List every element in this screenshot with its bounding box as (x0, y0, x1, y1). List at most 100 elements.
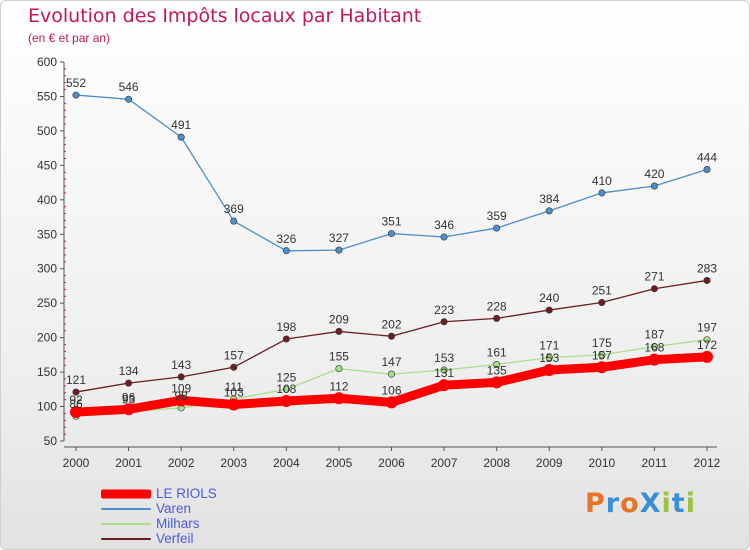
x-tick-label: 2008 (483, 456, 510, 470)
data-label: 125 (276, 370, 296, 384)
x-tick-label: 2010 (588, 456, 615, 470)
data-point (387, 370, 395, 378)
proxiti-logo: ProXiti (585, 488, 696, 519)
data-point (650, 343, 658, 351)
legend-label: Verfeil (156, 531, 194, 546)
x-tick-label: 2004 (273, 456, 300, 470)
legend-swatch (101, 507, 151, 510)
y-tick-label: 200 (37, 331, 57, 345)
data-point (440, 366, 448, 374)
data-point (493, 361, 501, 369)
data-point (595, 361, 608, 374)
data-point (282, 247, 290, 255)
data-point (280, 395, 293, 408)
data-label: 93 (122, 392, 136, 406)
data-point (703, 276, 711, 284)
data-point (490, 376, 503, 389)
data-label: 420 (644, 167, 664, 181)
y-tick-label: 300 (37, 262, 57, 276)
y-tick-label: 350 (37, 227, 57, 241)
data-label: 552 (66, 76, 86, 90)
data-point (335, 365, 343, 373)
x-tick-label: 2009 (536, 456, 563, 470)
data-label: 168 (644, 341, 664, 355)
data-label: 147 (381, 355, 401, 369)
data-point (545, 354, 553, 362)
data-label: 240 (539, 291, 559, 305)
y-tick-label: 600 (37, 55, 57, 69)
legend-swatch (101, 489, 151, 498)
data-label: 131 (434, 366, 454, 380)
data-point (650, 285, 658, 293)
data-point (493, 224, 501, 232)
data-point (177, 133, 185, 141)
data-label: 251 (592, 283, 612, 297)
data-point (493, 314, 501, 322)
data-point (72, 91, 80, 99)
data-point (125, 379, 133, 387)
data-label: 228 (487, 299, 507, 313)
data-label: 351 (381, 215, 401, 229)
data-label: 209 (329, 312, 349, 326)
data-point (177, 373, 185, 381)
data-point (543, 364, 556, 377)
legend-label: LE RIOLS (156, 486, 217, 501)
y-tick-label: 550 (37, 89, 57, 103)
x-tick-label: 2012 (694, 456, 721, 470)
data-label: 202 (381, 317, 401, 331)
data-point (703, 336, 711, 344)
data-label: 106 (381, 383, 401, 397)
data-point (230, 363, 238, 371)
data-point (282, 335, 290, 343)
data-point (598, 189, 606, 197)
data-label: 444 (697, 150, 717, 164)
data-point (701, 350, 713, 363)
x-tick-label: 2002 (168, 456, 195, 470)
logo-letter: o (620, 488, 640, 519)
y-tick-label: 400 (37, 193, 57, 207)
y-tick-label: 250 (37, 296, 57, 310)
data-point (387, 332, 395, 340)
data-label: 143 (171, 358, 191, 372)
x-tick-label: 2011 (642, 456, 668, 470)
data-label: 384 (539, 192, 559, 206)
data-label: 135 (487, 363, 507, 377)
data-label: 283 (697, 261, 717, 275)
x-tick-label: 2003 (220, 456, 247, 470)
x-tick-label: 2006 (378, 456, 405, 470)
legend-label: Milhars (156, 516, 200, 531)
x-tick-label: 2005 (326, 456, 353, 470)
y-tick-label: 450 (37, 158, 57, 172)
data-point (227, 398, 240, 411)
data-label: 175 (592, 336, 612, 350)
data-label: 157 (224, 348, 244, 362)
data-label: 223 (434, 303, 454, 317)
data-label: 153 (539, 351, 559, 365)
data-label: 369 (224, 202, 244, 216)
y-tick-label: 150 (37, 365, 57, 379)
data-label: 326 (276, 232, 296, 246)
data-point (545, 207, 553, 215)
data-label: 197 (697, 321, 717, 335)
legend-swatch (101, 537, 151, 540)
data-label: 359 (487, 209, 507, 223)
chart-subtitle: (en € et par an) (28, 31, 111, 45)
data-label: 271 (644, 270, 664, 284)
data-point (387, 230, 395, 238)
data-label: 98 (174, 389, 188, 403)
data-label: 86 (69, 397, 83, 411)
data-label: 121 (66, 373, 86, 387)
data-label: 153 (434, 351, 454, 365)
data-point (335, 246, 343, 254)
data-label: 346 (434, 218, 454, 232)
data-point (332, 392, 345, 405)
chart-title: Evolution des Impôts locaux par Habitant (28, 5, 422, 27)
data-label: 161 (487, 346, 507, 360)
data-point (385, 396, 398, 409)
data-point (545, 306, 553, 314)
y-tick-label: 100 (37, 400, 57, 414)
data-point (70, 406, 82, 419)
logo-letter: i (685, 488, 696, 519)
data-point (598, 351, 606, 359)
data-label: 171 (539, 339, 559, 353)
